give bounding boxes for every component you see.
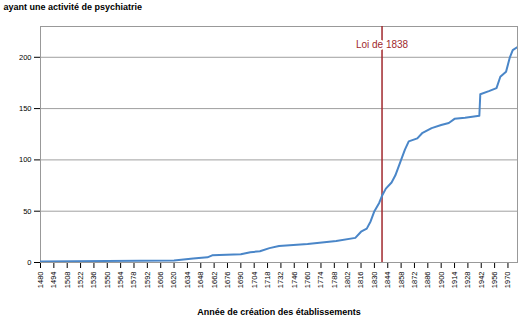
svg-text:1592: 1592: [143, 272, 152, 289]
svg-text:1550: 1550: [103, 272, 112, 289]
svg-text:Année de création des établiss: Année de création des établissements: [197, 307, 361, 317]
svg-text:1494: 1494: [49, 272, 58, 289]
svg-text:1942: 1942: [477, 272, 486, 289]
svg-text:1774: 1774: [316, 272, 325, 289]
svg-text:1928: 1928: [463, 272, 472, 289]
svg-text:1900: 1900: [437, 272, 446, 289]
svg-text:1578: 1578: [129, 272, 138, 289]
svg-text:50: 50: [23, 207, 31, 216]
svg-text:1564: 1564: [116, 272, 125, 289]
svg-text:1760: 1760: [303, 272, 312, 289]
svg-text:1522: 1522: [76, 272, 85, 289]
svg-text:1844: 1844: [383, 272, 392, 289]
svg-text:1914: 1914: [450, 272, 459, 289]
svg-text:1718: 1718: [263, 272, 272, 289]
svg-text:1508: 1508: [63, 272, 72, 289]
svg-text:1746: 1746: [290, 272, 299, 289]
svg-text:1704: 1704: [250, 272, 259, 289]
svg-text:Loi de 1838: Loi de 1838: [356, 39, 409, 50]
svg-text:1662: 1662: [210, 272, 219, 289]
svg-text:1732: 1732: [276, 272, 285, 289]
svg-text:1606: 1606: [156, 272, 165, 289]
svg-text:150: 150: [19, 104, 32, 113]
svg-text:1830: 1830: [370, 272, 379, 289]
svg-text:1872: 1872: [410, 272, 419, 289]
svg-text:1536: 1536: [89, 272, 98, 289]
svg-text:1620: 1620: [169, 272, 178, 289]
svg-text:200: 200: [19, 53, 32, 62]
svg-text:1802: 1802: [343, 272, 352, 289]
svg-text:1676: 1676: [223, 272, 232, 289]
svg-text:1970: 1970: [503, 272, 512, 289]
svg-text:1858: 1858: [397, 272, 406, 289]
svg-text:ayant une activité de psychiat: ayant une activité de psychiatrie: [4, 2, 143, 12]
svg-text:1648: 1648: [196, 272, 205, 289]
svg-text:1480: 1480: [36, 272, 45, 289]
svg-text:100: 100: [19, 155, 32, 164]
svg-text:0: 0: [27, 258, 31, 267]
svg-text:1690: 1690: [236, 272, 245, 289]
svg-text:1956: 1956: [490, 272, 499, 289]
svg-text:1816: 1816: [356, 272, 365, 289]
svg-text:1788: 1788: [330, 272, 339, 289]
svg-text:1634: 1634: [183, 272, 192, 289]
svg-text:1886: 1886: [423, 272, 432, 289]
